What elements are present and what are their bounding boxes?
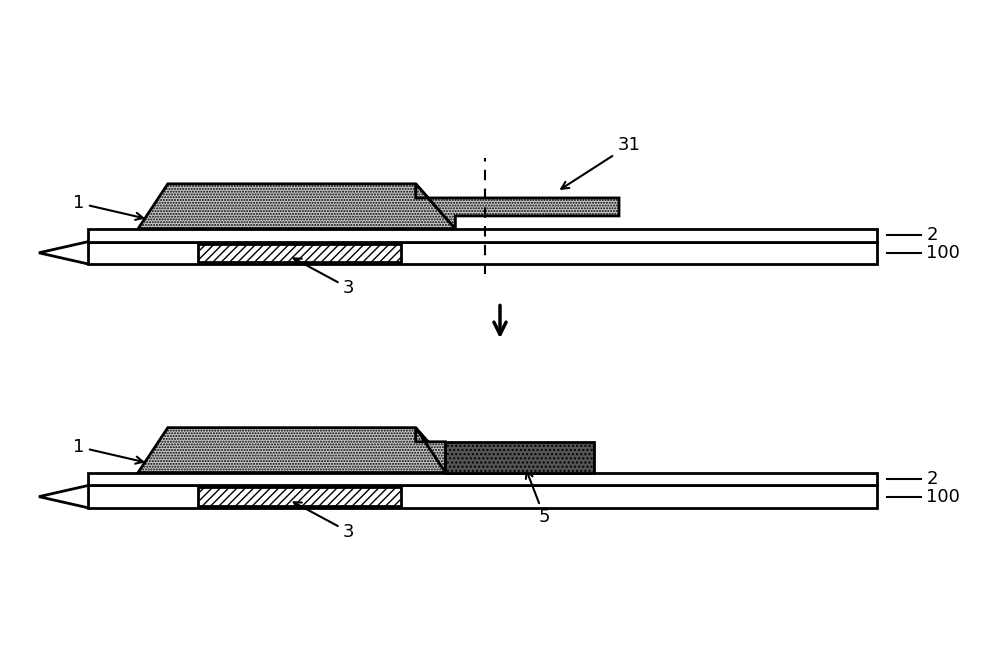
Polygon shape (138, 184, 455, 229)
Text: 5: 5 (526, 471, 550, 526)
Polygon shape (416, 184, 619, 229)
Bar (88, 473, 877, 486)
Text: 1: 1 (73, 438, 143, 463)
Polygon shape (416, 428, 445, 473)
Polygon shape (138, 428, 455, 473)
Bar (198, 488, 401, 506)
Text: 31: 31 (561, 136, 640, 188)
Text: 3: 3 (294, 259, 355, 297)
Bar (88, 229, 877, 242)
Text: 2: 2 (926, 226, 938, 244)
Text: 1: 1 (73, 194, 143, 220)
Text: 100: 100 (926, 488, 960, 506)
Text: 3: 3 (294, 502, 355, 541)
Bar (88, 242, 877, 264)
Bar (88, 486, 877, 508)
Text: 100: 100 (926, 244, 960, 262)
Bar (198, 244, 401, 262)
Text: 2: 2 (926, 470, 938, 488)
Bar (445, 442, 594, 473)
